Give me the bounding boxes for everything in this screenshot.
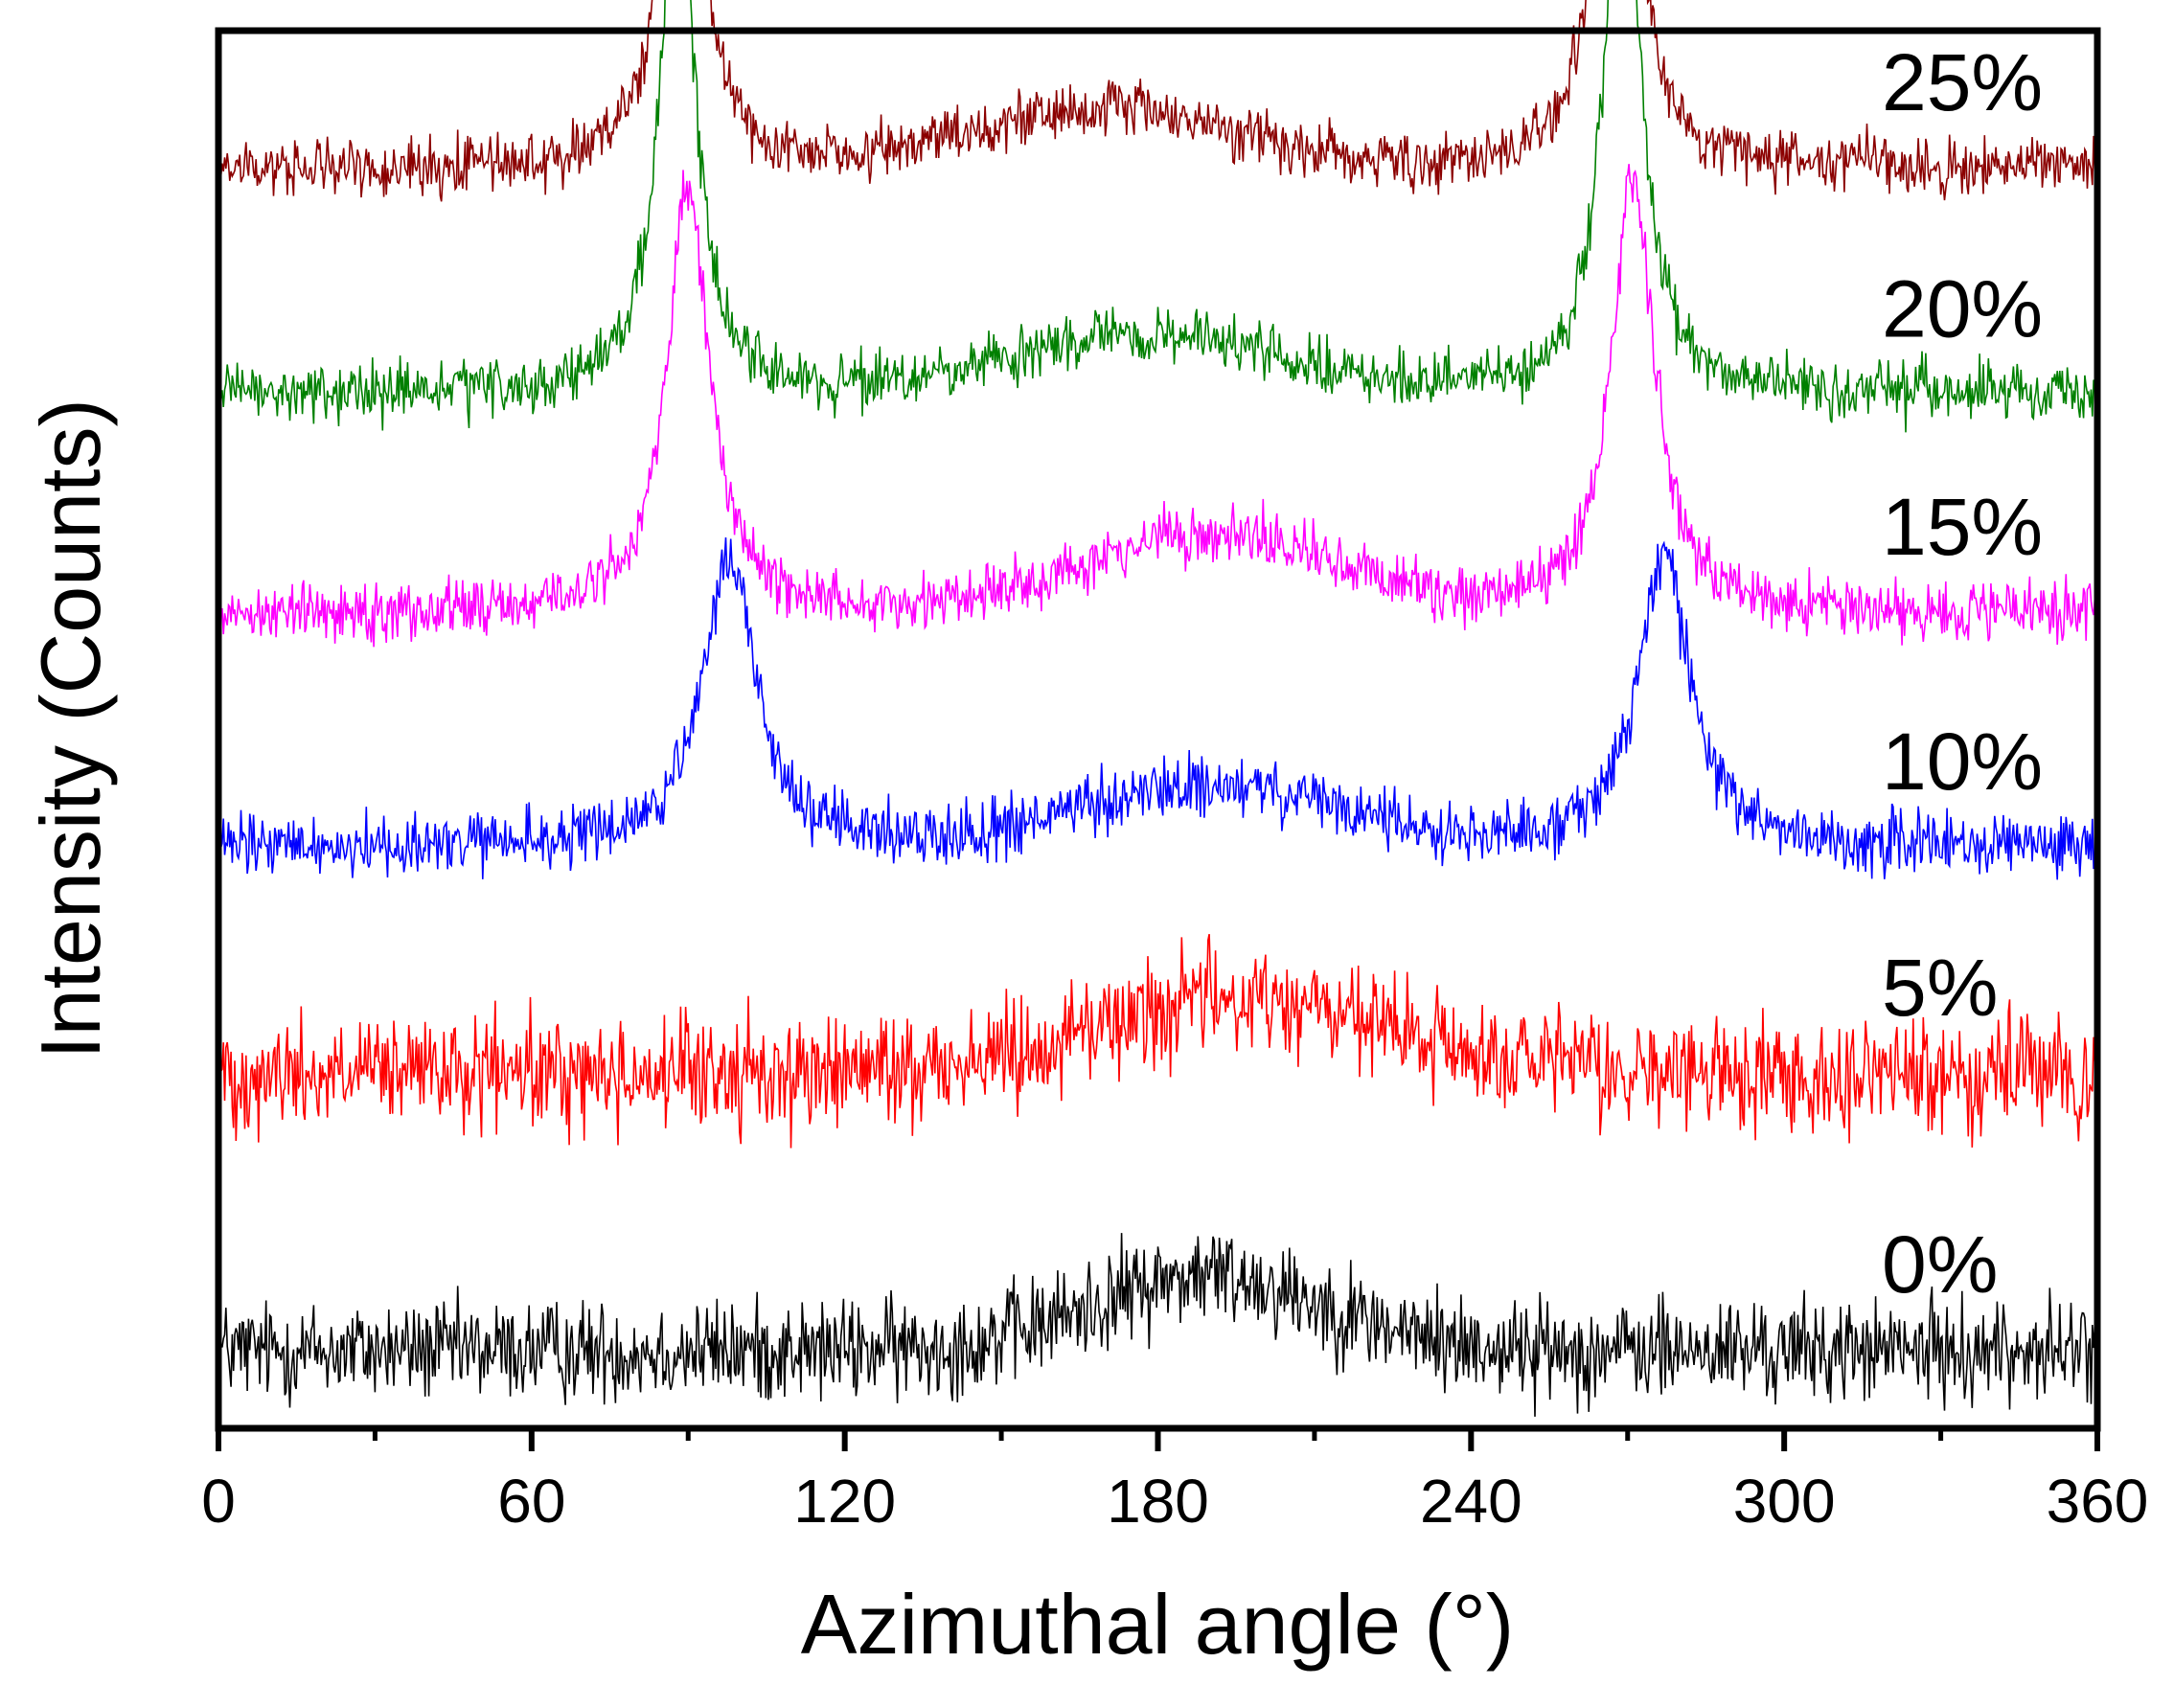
x-tick-label-300: 300 (1733, 1467, 1836, 1536)
x-tick-label-180: 180 (1107, 1467, 1209, 1536)
series-line-15pct (217, 164, 2098, 648)
x-tick-label-0: 0 (201, 1467, 236, 1536)
series-label-15pct: 15% (1882, 482, 2043, 572)
series-label-10pct: 10% (1882, 717, 2043, 807)
x-tick-label-360: 360 (2047, 1467, 2149, 1536)
series-label-20pct: 20% (1882, 263, 2043, 353)
x-tick-layer: 0 60 120 180 240 300 360 (201, 1428, 2148, 1536)
series-line-25pct (217, 0, 2098, 202)
x-tick-label-240: 240 (1420, 1467, 1522, 1536)
x-tick-label-60: 60 (497, 1467, 565, 1536)
x-axis-title: Azimuthal angle (°) (801, 1577, 1514, 1672)
series-label-layer: 0% 5% 10% 15% 20% 25% (1882, 37, 2043, 1309)
series-label-25pct: 25% (1882, 37, 2043, 127)
x-tick-label-120: 120 (793, 1467, 896, 1536)
series-label-0pct: 0% (1882, 1219, 1998, 1309)
y-axis-title: Intensity (Counts) (23, 399, 118, 1059)
series-line-0pct (217, 1233, 2098, 1417)
series-layer (217, 0, 2098, 1417)
series-line-5pct (217, 934, 2098, 1149)
series-line-10pct (217, 537, 2098, 880)
series-line-20pct (217, 0, 2098, 433)
series-label-5pct: 5% (1882, 943, 1998, 1033)
